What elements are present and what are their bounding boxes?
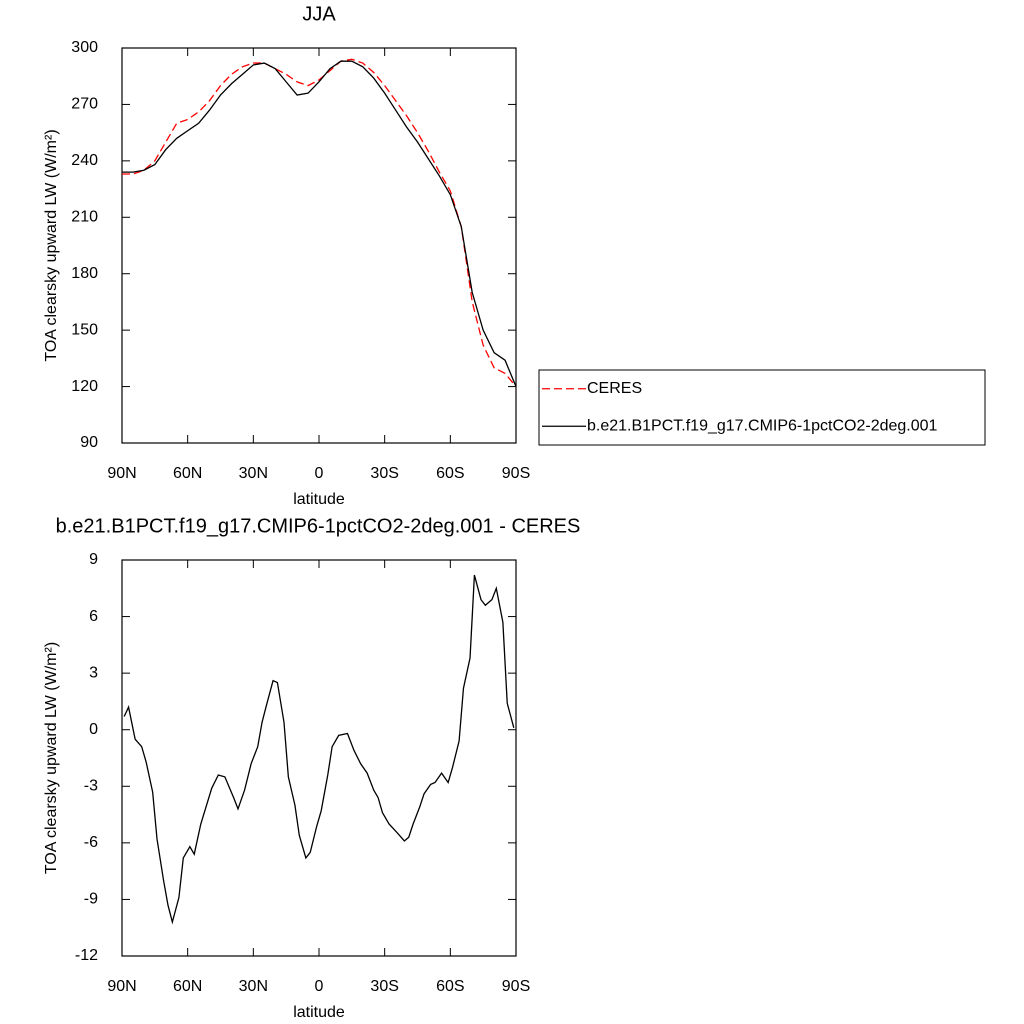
- x-axis-label: latitude: [293, 491, 345, 508]
- y-tick-label: 240: [71, 152, 98, 169]
- y-axis-label: TOA clearsky upward LW (W/m²): [43, 642, 60, 874]
- chart-title: b.e21.B1PCT.f19_g17.CMIP6-1pctCO2-2deg.0…: [56, 515, 581, 537]
- y-tick-label: -9: [84, 891, 98, 908]
- y-tick-label: 90: [80, 434, 98, 451]
- y-tick-label: 150: [71, 321, 98, 338]
- plot-frame: [121, 47, 517, 444]
- x-tick-label: 60N: [173, 978, 202, 995]
- x-tick-label: 0: [315, 465, 324, 482]
- x-tick-label: 30N: [239, 978, 268, 995]
- x-tick-label: 90S: [502, 978, 530, 995]
- legend-label: b.e21.B1PCT.f19_g17.CMIP6-1pctCO2-2deg.0…: [587, 417, 938, 434]
- data-line: [123, 574, 515, 925]
- y-tick-label: 0: [89, 721, 98, 738]
- y-tick-label: 3: [89, 664, 98, 681]
- x-tick-label: 60N: [173, 465, 202, 482]
- x-tick-label: 60S: [436, 465, 464, 482]
- y-tick-label: 6: [89, 608, 98, 625]
- x-tick-label: 30N: [239, 465, 268, 482]
- y-axis-label: TOA clearsky upward LW (W/m²): [43, 129, 60, 361]
- x-axis-label: latitude: [293, 1004, 345, 1021]
- y-tick-label: 270: [71, 96, 98, 113]
- y-tick-label: 120: [71, 378, 98, 395]
- x-tick-label: 60S: [436, 978, 464, 995]
- y-tick-label: 210: [71, 209, 98, 226]
- y-tick-label: 300: [71, 39, 98, 56]
- y-tick-label: -6: [84, 834, 98, 851]
- y-tick-label: -12: [75, 947, 98, 964]
- x-tick-label: 30S: [370, 978, 398, 995]
- plot-frame: [121, 559, 517, 957]
- legend-box: [538, 369, 986, 446]
- x-tick-label: 90N: [107, 465, 136, 482]
- data-line: [122, 60, 517, 387]
- chart-title: JJA: [302, 3, 336, 25]
- legend-label: CERES: [587, 380, 642, 397]
- y-tick-label: 180: [71, 265, 98, 282]
- x-tick-label: 0: [315, 978, 324, 995]
- data-line: [122, 58, 517, 387]
- x-tick-label: 90S: [502, 465, 530, 482]
- x-tick-label: 90N: [107, 978, 136, 995]
- y-tick-label: 9: [89, 551, 98, 568]
- x-tick-label: 30S: [370, 465, 398, 482]
- y-tick-label: -3: [84, 778, 98, 795]
